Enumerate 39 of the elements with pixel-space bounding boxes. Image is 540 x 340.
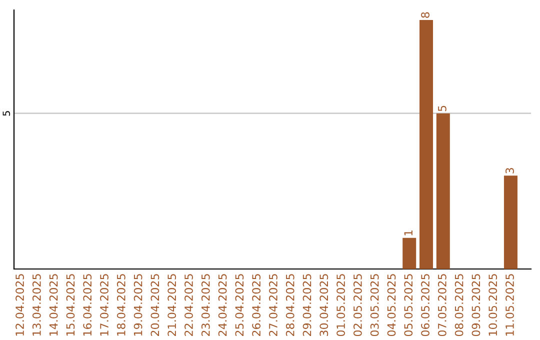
x-tick-label: 20.04.2025: [150, 274, 160, 336]
x-tick-label: 21.04.2025: [168, 274, 176, 336]
x-tick-label: 15.04.2025: [66, 274, 75, 336]
x-tick-label: 16.04.2025: [83, 274, 92, 336]
bar: [504, 176, 518, 269]
x-tick-label: 06.05.2025: [421, 274, 430, 336]
x-tick-label: 13.04.2025: [32, 274, 41, 336]
x-tick-label: 25.04.2025: [235, 274, 244, 336]
bar: [402, 238, 416, 269]
ref-line-label: 5: [2, 111, 10, 116]
data-label: 3: [506, 168, 514, 174]
x-tick-label: 28.04.2025: [286, 274, 294, 336]
x-tick-label: 30.04.2025: [320, 274, 328, 336]
x-tick-label: 05.05.2025: [404, 274, 413, 336]
x-tick-label: 03.05.2025: [370, 274, 379, 336]
x-tick-label: 17.04.2025: [100, 274, 108, 336]
x-tick-label: 01.05.2025: [336, 274, 345, 336]
x-tick-label: 09.05.2025: [472, 274, 480, 336]
x-tick-label: 10.05.2025: [488, 274, 498, 336]
x-tick-label: 12.04.2025: [16, 274, 24, 336]
data-label: 5: [438, 106, 446, 112]
x-tick-label: 18.04.2025: [116, 274, 126, 336]
x-tick-label: 27.04.2025: [269, 274, 278, 336]
bar: [419, 20, 434, 269]
x-tick-label: 26.04.2025: [252, 274, 261, 336]
x-tick-label: 11.05.2025: [506, 274, 514, 336]
data-label: 8: [421, 12, 430, 18]
x-tick-label: 29.04.2025: [302, 274, 312, 336]
x-tick-label: 04.05.2025: [387, 274, 396, 336]
x-tick-label: 19.04.2025: [134, 274, 142, 336]
x-tick-label: 14.04.2025: [49, 274, 58, 336]
x-tick-label: 07.05.2025: [438, 274, 446, 336]
x-tick-label: 23.04.2025: [201, 274, 210, 336]
x-tick-label: 24.04.2025: [218, 274, 227, 336]
data-label: 1: [404, 230, 412, 236]
x-tick-label: 02.05.2025: [353, 274, 362, 336]
bar: [436, 113, 450, 269]
x-tick-label: 08.05.2025: [454, 274, 464, 336]
x-tick-label: 22.04.2025: [184, 274, 193, 336]
